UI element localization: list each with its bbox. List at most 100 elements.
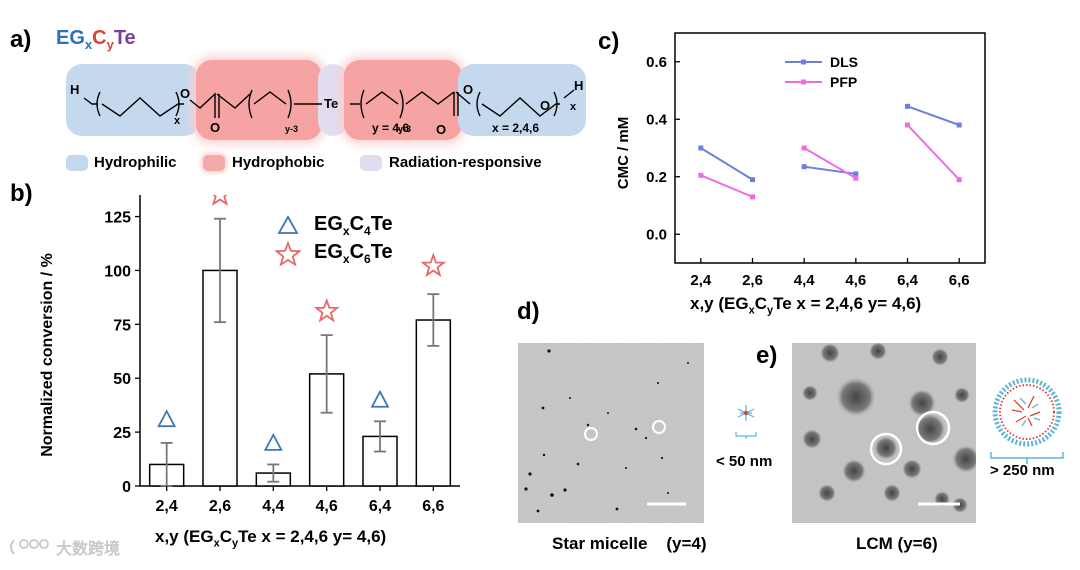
b-xlabel: x,y (EGxCyTe x = 2,4,6 y= 4,6) xyxy=(155,527,386,549)
b-xtick-label-0: 2,4 xyxy=(156,498,178,515)
c-line-pfp-0 xyxy=(700,174,753,198)
c-plot-frame xyxy=(674,32,986,264)
c-xtick-label-3: 4,6 xyxy=(845,272,866,289)
o-1: O xyxy=(180,86,190,101)
legend-radiation-label: Radiation-responsive xyxy=(389,154,542,171)
lg1-suffix: Te xyxy=(370,213,393,235)
b-marker-triangle-4 xyxy=(370,389,390,408)
x-sub-1: x xyxy=(174,115,181,127)
b-xtick-label-5: 6,6 xyxy=(422,498,444,515)
title-eg: EG xyxy=(56,27,85,49)
lcm-caption: LCM (y=6) xyxy=(856,534,938,553)
c-legend-marker-dls xyxy=(801,59,806,65)
c-point-dls-2 xyxy=(801,164,807,170)
lg1-sub: x xyxy=(342,224,350,238)
b-marker-triangle-2 xyxy=(263,432,283,451)
c-ytick-label-0: 0.0 xyxy=(646,226,667,243)
lg1-num: 4 xyxy=(364,224,371,238)
c-point-pfp-0 xyxy=(698,172,704,178)
legend-egxc4te: EGxC4Te xyxy=(314,213,393,238)
c-xtick-label-5: 6,6 xyxy=(949,272,970,289)
legend-triangle-icon xyxy=(277,215,299,234)
b-xl-subx: x xyxy=(213,537,220,550)
hydrophilic-segment-left xyxy=(66,64,200,136)
b-marker-star-5 xyxy=(420,252,447,278)
panel-d-label: d) xyxy=(517,298,540,325)
b-ytick-label-2: 50 xyxy=(113,371,131,388)
b-xtick-label-3: 4,6 xyxy=(316,498,338,515)
c-ytick-label-2: 0.4 xyxy=(646,111,668,128)
lg1-mid: C xyxy=(349,213,365,235)
h-left: H xyxy=(70,82,79,97)
tem-image-lcm xyxy=(792,343,976,523)
c-xl-prefix: x,y (EG xyxy=(690,294,749,313)
b-xtick-label-4: 6,4 xyxy=(369,498,391,515)
c-xl-suby: y xyxy=(767,304,774,317)
title-te: Te xyxy=(113,27,136,49)
b-ylabel: Normalized conversion / % xyxy=(39,253,56,457)
panel-b-label: b) xyxy=(10,180,33,207)
c-legend-marker-pfp xyxy=(801,79,806,85)
c-point-pfp-3 xyxy=(853,175,859,181)
c-point-dls-5 xyxy=(956,122,962,128)
b-ytick-label-1: 25 xyxy=(113,425,131,442)
c-ytick-label-3: 0.6 xyxy=(646,54,667,71)
legend-hydrophobic-label: Hydrophobic xyxy=(232,154,325,171)
b-xl-c: C xyxy=(219,527,232,546)
c-legend-label-dls: DLS xyxy=(830,54,858,70)
star-micelle-caption: Star micelle (y=4) xyxy=(552,534,707,553)
o-3: O xyxy=(463,82,473,97)
legend-radiation-swatch xyxy=(360,155,382,171)
b-ytick-label-0: 0 xyxy=(122,479,131,496)
x-sub-2: x xyxy=(570,101,577,113)
b-marker-star-1 xyxy=(211,195,229,207)
radiation-responsive-segment xyxy=(318,64,348,136)
b-bar-5 xyxy=(415,319,452,487)
title-c: C xyxy=(92,27,107,49)
c-xlabel: x,y (EGxCyTe x = 2,4,6 y= 4,6) xyxy=(690,294,921,316)
c-xtick-label-4: 6,4 xyxy=(897,272,919,289)
c-line-pfp-1 xyxy=(803,147,857,180)
panel-e-label: e) xyxy=(756,342,778,369)
cmc-line-chart: CMC / mM 0.0 0.2 0.4 0.6 2,4 2,6 4,4 4,6 6,4 6,6 D… xyxy=(615,32,986,289)
conversion-bar-chart: Normalized conversion / % 0 25 50 75 100 125 2… xyxy=(39,195,460,515)
y3-left: y-3 xyxy=(285,124,298,134)
c-xtick-label-0: 2,4 xyxy=(690,272,712,289)
b-marker-star-3 xyxy=(313,297,340,323)
h-right: H xyxy=(574,78,583,93)
b-xtick-label-2: 4,4 xyxy=(262,498,284,515)
tem-star-micelle-content xyxy=(518,343,704,523)
c-point-pfp-1 xyxy=(750,194,755,200)
watermark: 大数跨境 xyxy=(6,535,120,559)
y-values: y = 4,6 xyxy=(372,121,409,135)
b-ytick-label-3: 75 xyxy=(113,317,131,334)
c-ylabel: CMC / mM xyxy=(615,117,632,190)
carbonyl-o-2: O xyxy=(436,122,446,137)
watermark-logo-icon xyxy=(10,539,49,555)
lcm-icon xyxy=(990,377,1064,464)
b-ytick-label-5: 125 xyxy=(104,210,131,227)
o-4: O xyxy=(540,98,550,113)
panel-a-label: a) xyxy=(10,26,32,53)
c-point-pfp-2 xyxy=(801,145,807,151)
lcm-size: > 250 nm xyxy=(990,462,1055,479)
lg2-sub: x xyxy=(342,252,350,266)
c-line-dls-2 xyxy=(907,105,960,126)
lg2-num: 6 xyxy=(364,252,371,266)
star-micelle-size: < 50 nm xyxy=(716,453,773,470)
panel-a-title: EGxCyTe xyxy=(56,27,136,52)
y3-right: y-3 xyxy=(398,124,411,134)
lg2-suffix: Te xyxy=(370,241,393,263)
legend-egxc6te: EGxC6Te xyxy=(314,241,393,266)
title-x: x xyxy=(84,37,93,52)
legend-star-icon xyxy=(275,241,301,267)
c-point-dls-3 xyxy=(853,171,859,177)
c-xl-suffix: Te x = 2,4,6 y= 4,6) xyxy=(773,294,922,313)
x-values: x = 2,4,6 xyxy=(492,121,539,135)
watermark-text: 大数跨境 xyxy=(56,541,121,558)
legend-hydrophilic-label: Hydrophilic xyxy=(94,154,177,171)
legend-hydrophilic-swatch xyxy=(66,155,88,171)
c-point-dls-1 xyxy=(750,177,755,183)
lg2-prefix: EG xyxy=(314,241,343,263)
tem-image-star-micelle xyxy=(518,343,704,523)
